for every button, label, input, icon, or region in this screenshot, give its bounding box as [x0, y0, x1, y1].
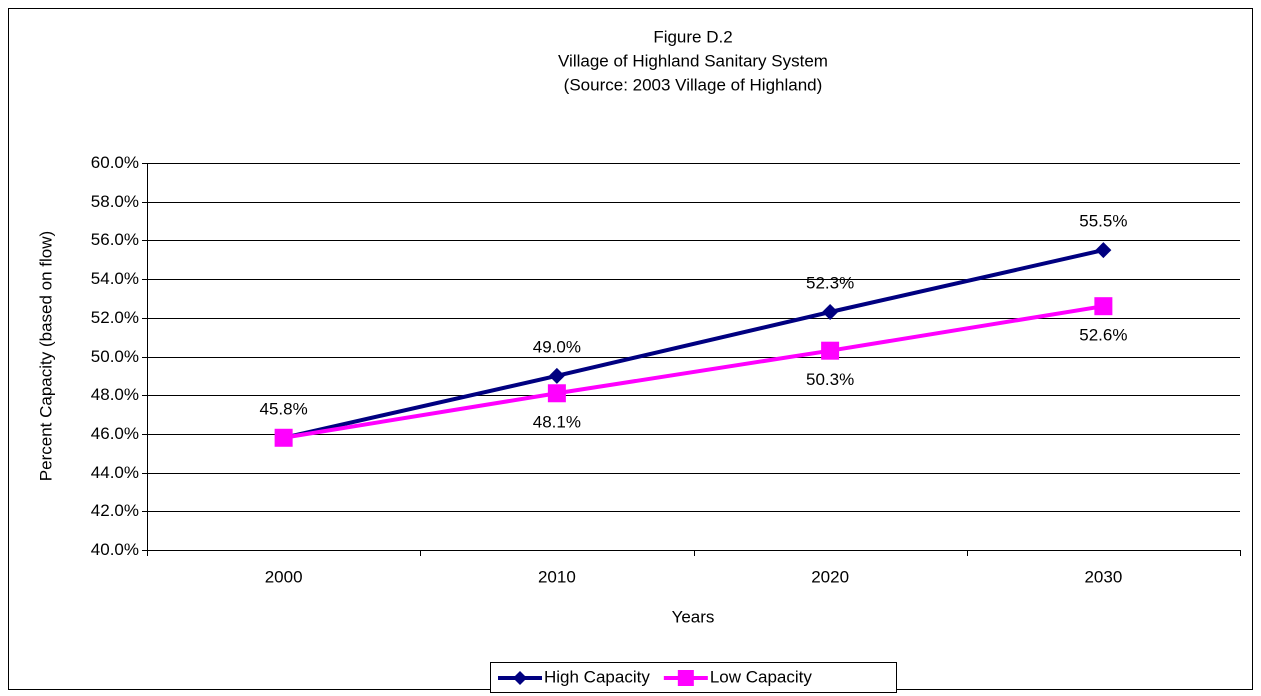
data-label: 49.0% [533, 337, 581, 356]
legend-box [490, 662, 897, 693]
y-tick-label: 42.0% [91, 501, 139, 520]
chart-border [8, 8, 1253, 690]
chart-title: Village of Highland Sanitary System [558, 51, 828, 70]
data-label: 52.6% [1079, 326, 1127, 345]
data-label: 45.8% [260, 399, 308, 418]
y-tick-label: 46.0% [91, 424, 139, 443]
y-tick-label: 60.0% [91, 153, 139, 172]
x-tick-label: 2010 [538, 567, 576, 586]
data-point [821, 341, 840, 360]
y-tick-label: 52.0% [91, 308, 139, 327]
x-tick-label: 2000 [265, 567, 303, 586]
y-tick-label: 56.0% [91, 230, 139, 249]
y-tick-label: 40.0% [91, 540, 139, 559]
data-label: 50.3% [806, 370, 854, 389]
y-axis-label: Percent Capacity (based on flow) [36, 231, 55, 481]
chart-title: (Source: 2003 Village of Highland) [564, 75, 823, 94]
y-tick-label: 50.0% [91, 347, 139, 366]
series-line [283, 304, 1104, 440]
data-label: 55.5% [1079, 212, 1127, 231]
data-point [547, 384, 566, 403]
data-label: 48.1% [533, 413, 581, 432]
legend-label: Low Capacity [710, 667, 813, 686]
y-tick-label: 54.0% [91, 269, 139, 288]
legend-marker [513, 671, 527, 685]
data-point [548, 367, 565, 384]
x-tick-label: 2030 [1084, 567, 1122, 586]
series-line [283, 248, 1104, 440]
legend-marker [677, 670, 694, 686]
data-label: 52.3% [806, 273, 854, 292]
x-axis-label: Years [672, 607, 715, 626]
data-point [822, 303, 839, 320]
x-tick-label: 2020 [811, 567, 849, 586]
data-point [1095, 242, 1112, 259]
data-point [274, 428, 293, 447]
data-point [1094, 297, 1113, 316]
y-tick-label: 48.0% [91, 385, 139, 404]
chart-title: Figure D.2 [653, 27, 732, 46]
y-tick-label: 58.0% [91, 192, 139, 211]
y-tick-label: 44.0% [91, 463, 139, 482]
legend-label: High Capacity [544, 667, 650, 686]
